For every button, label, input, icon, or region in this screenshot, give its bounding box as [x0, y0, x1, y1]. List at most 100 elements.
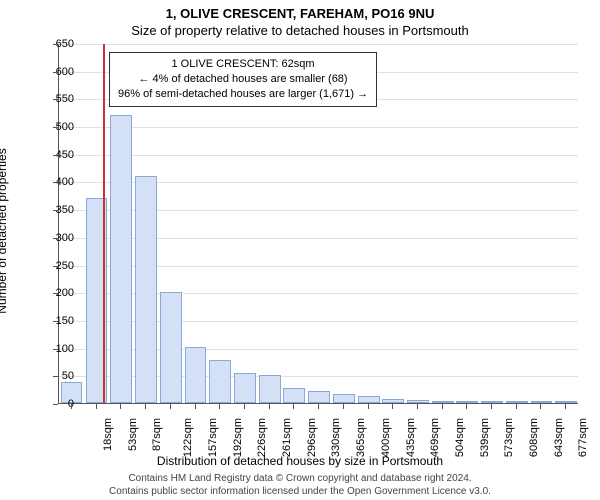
histogram-bar	[259, 375, 280, 403]
histogram-bar	[358, 396, 379, 403]
y-tick-mark	[53, 99, 58, 100]
x-tick-label: 261sqm	[281, 418, 293, 457]
y-tick-label: 600	[44, 66, 74, 78]
x-tick-label: 643sqm	[553, 418, 565, 457]
histogram-bar	[432, 401, 453, 403]
histogram-bar	[283, 388, 304, 404]
x-tick-mark	[96, 404, 97, 409]
y-tick-label: 650	[44, 38, 74, 50]
y-tick-label: 200	[44, 287, 74, 299]
x-tick-label: 608sqm	[528, 418, 540, 457]
footer-line-2: Contains public sector information licen…	[0, 485, 600, 498]
histogram-bar	[333, 394, 354, 403]
histogram-bar	[160, 292, 181, 403]
x-tick-mark	[269, 404, 270, 409]
y-tick-label: 50	[44, 370, 74, 382]
x-tick-mark	[540, 404, 541, 409]
y-tick-label: 550	[44, 93, 74, 105]
property-marker-line	[103, 44, 105, 403]
y-tick-label: 150	[44, 315, 74, 327]
y-tick-label: 500	[44, 121, 74, 133]
x-tick-mark	[491, 404, 492, 409]
x-tick-mark	[343, 404, 344, 409]
y-tick-mark	[53, 127, 58, 128]
y-tick-mark	[53, 404, 58, 405]
y-tick-label: 250	[44, 260, 74, 272]
y-axis-label: Number of detached properties	[0, 66, 9, 231]
x-tick-mark	[120, 404, 121, 409]
x-tick-mark	[170, 404, 171, 409]
x-tick-label: 192sqm	[232, 418, 244, 457]
histogram-bar	[135, 176, 156, 403]
x-tick-mark	[466, 404, 467, 409]
y-tick-mark	[53, 321, 58, 322]
x-tick-label: 573sqm	[503, 418, 515, 457]
annotation-line-1: 1 OLIVE CRESCENT: 62sqm	[118, 57, 368, 72]
x-tick-label: 504sqm	[454, 418, 466, 457]
x-tick-label: 18sqm	[102, 418, 114, 451]
x-tick-mark	[71, 404, 72, 409]
x-tick-mark	[368, 404, 369, 409]
y-tick-label: 400	[44, 176, 74, 188]
x-tick-mark	[244, 404, 245, 409]
x-tick-mark	[565, 404, 566, 409]
histogram-bar	[234, 373, 255, 403]
y-tick-mark	[53, 266, 58, 267]
x-tick-label: 87sqm	[151, 418, 163, 451]
gridline	[59, 155, 578, 156]
histogram-bar	[209, 360, 230, 403]
footer-line-1: Contains HM Land Registry data © Crown c…	[0, 472, 600, 485]
x-tick-label: 435sqm	[405, 418, 417, 457]
histogram-bar	[555, 401, 576, 403]
x-tick-label: 330sqm	[330, 418, 342, 457]
y-tick-mark	[53, 155, 58, 156]
histogram-bar	[481, 401, 502, 403]
histogram-bar	[407, 400, 428, 403]
annotation-line-2: ← 4% of detached houses are smaller (68)	[118, 72, 368, 87]
histogram-bar	[308, 391, 329, 403]
y-tick-label: 100	[44, 343, 74, 355]
x-tick-label: 53sqm	[127, 418, 139, 451]
y-tick-label: 0	[44, 398, 74, 410]
x-tick-mark	[145, 404, 146, 409]
y-tick-label: 450	[44, 149, 74, 161]
x-tick-label: 226sqm	[256, 418, 268, 457]
y-tick-mark	[53, 182, 58, 183]
x-tick-label: 122sqm	[182, 418, 194, 457]
x-tick-mark	[417, 404, 418, 409]
histogram-bar	[110, 115, 131, 403]
x-tick-mark	[442, 404, 443, 409]
gridline	[59, 44, 578, 45]
y-tick-mark	[53, 238, 58, 239]
x-tick-mark	[293, 404, 294, 409]
histogram-bar	[456, 401, 477, 403]
chart-title-main: 1, OLIVE CRESCENT, FAREHAM, PO16 9NU	[0, 0, 600, 21]
footer-attribution: Contains HM Land Registry data © Crown c…	[0, 472, 600, 498]
histogram-bar	[382, 399, 403, 403]
x-tick-label: 677sqm	[577, 418, 589, 457]
y-tick-mark	[53, 72, 58, 73]
histogram-bar	[506, 401, 527, 403]
x-tick-label: 296sqm	[306, 418, 318, 457]
x-tick-label: 365sqm	[355, 418, 367, 457]
y-tick-mark	[53, 210, 58, 211]
y-tick-label: 350	[44, 204, 74, 216]
x-tick-label: 157sqm	[207, 418, 219, 457]
y-tick-mark	[53, 349, 58, 350]
y-tick-mark	[53, 44, 58, 45]
y-tick-mark	[53, 293, 58, 294]
x-tick-label: 539sqm	[479, 418, 491, 457]
annotation-box: 1 OLIVE CRESCENT: 62sqm ← 4% of detached…	[109, 52, 377, 107]
x-tick-label: 400sqm	[380, 418, 392, 457]
x-tick-mark	[516, 404, 517, 409]
x-tick-mark	[195, 404, 196, 409]
x-tick-label: 469sqm	[429, 418, 441, 457]
x-tick-mark	[318, 404, 319, 409]
histogram-bar	[185, 347, 206, 403]
x-tick-mark	[392, 404, 393, 409]
y-tick-label: 300	[44, 232, 74, 244]
gridline	[59, 127, 578, 128]
chart-title-sub: Size of property relative to detached ho…	[0, 21, 600, 38]
x-tick-mark	[219, 404, 220, 409]
histogram-bar	[531, 401, 552, 403]
